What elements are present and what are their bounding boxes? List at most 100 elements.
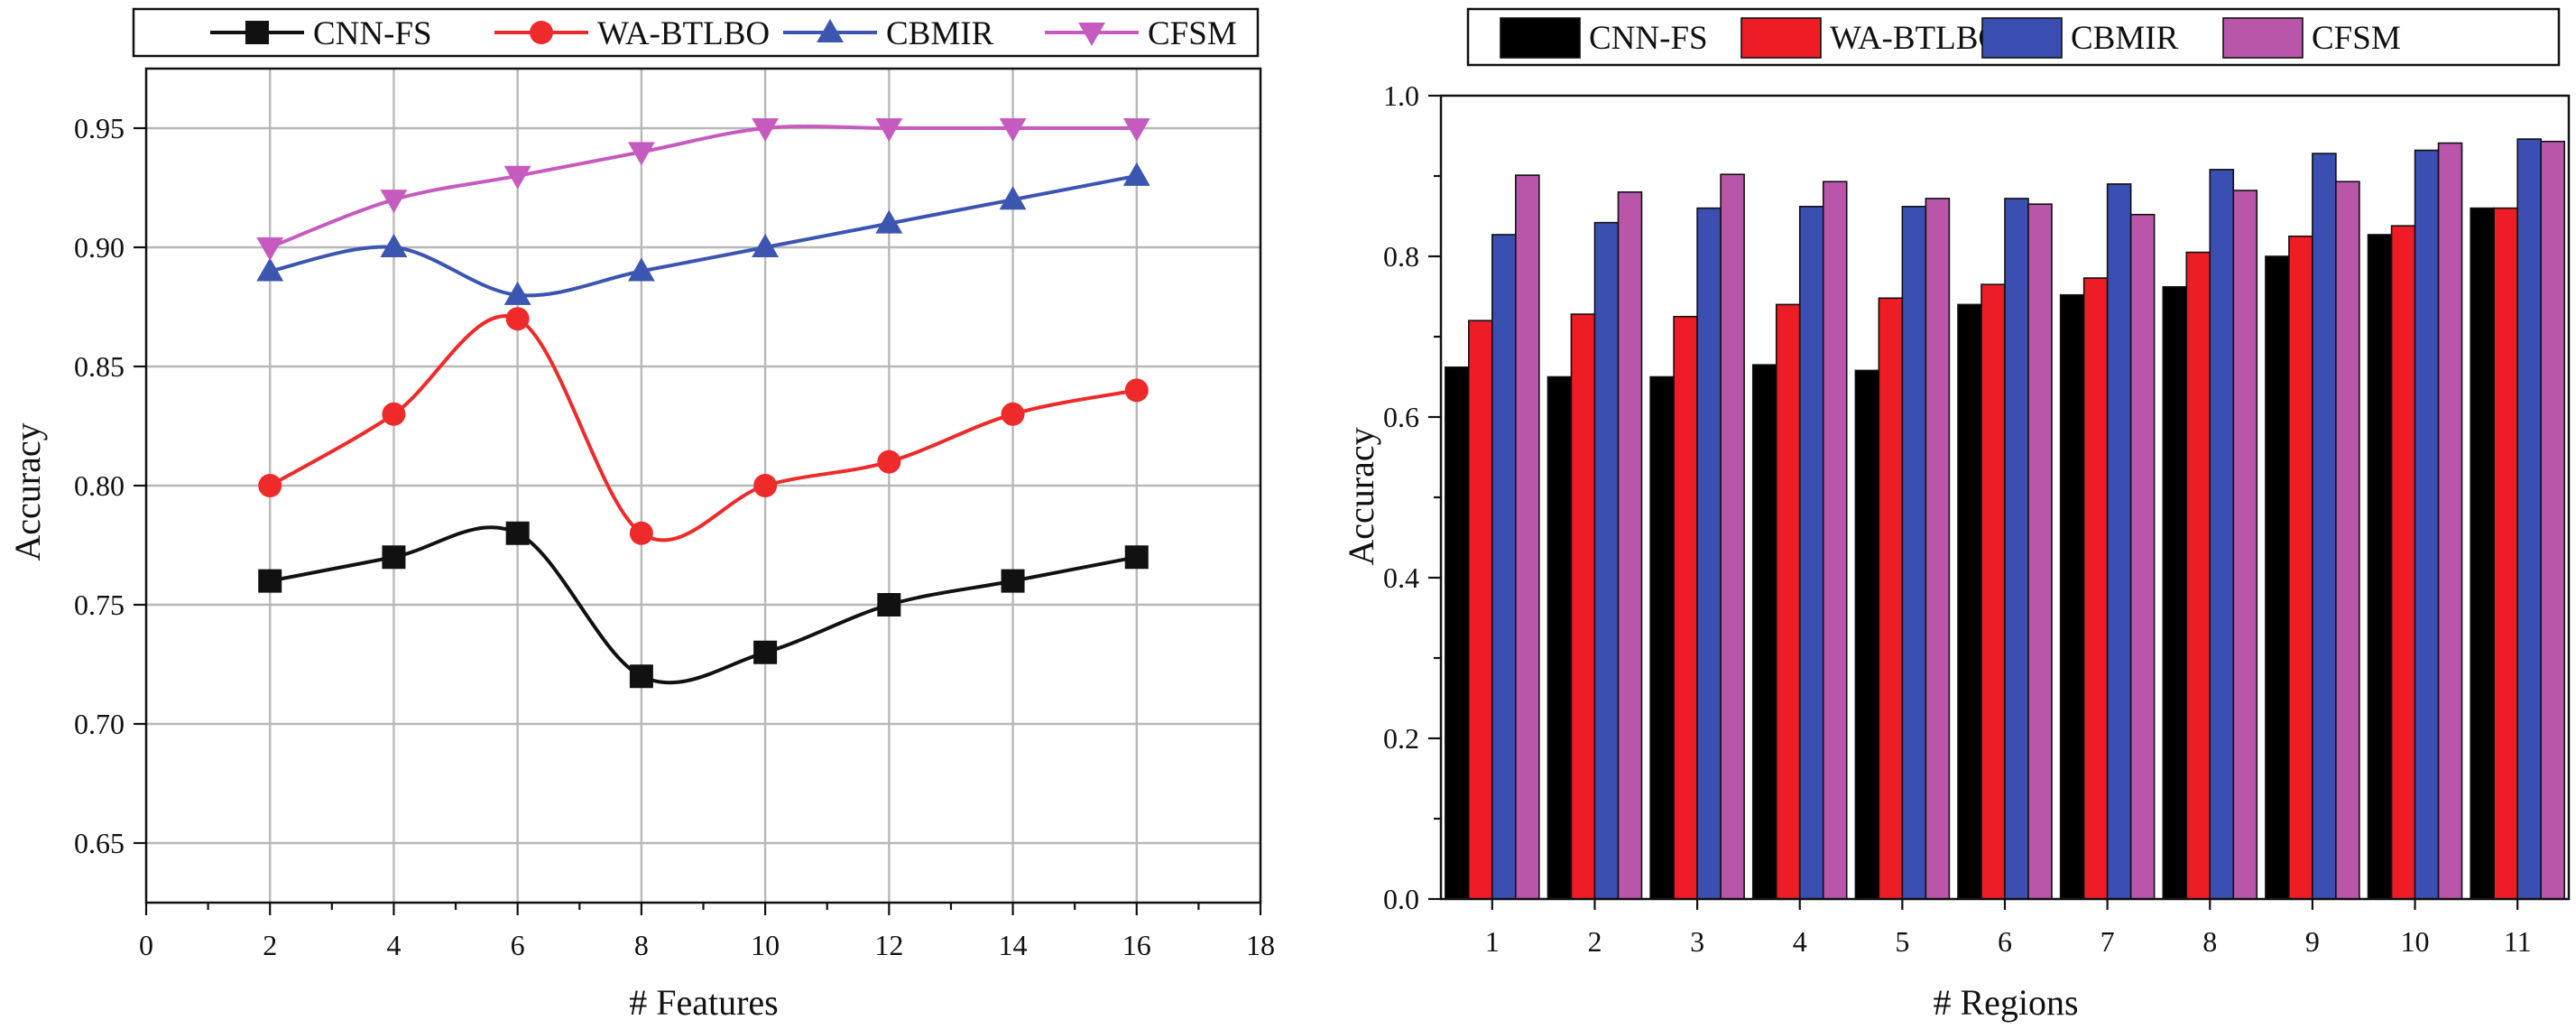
bar-wa-btlbo-10: [2390, 225, 2416, 900]
bar-chart-x-tick-label: 7: [2101, 925, 2115, 958]
data-point-cfsm: [627, 142, 655, 166]
data-point-cnn-fs: [629, 664, 653, 689]
line-chart-x-axis-title: # Features: [629, 982, 779, 1023]
line-chart-x-tick-label: 8: [634, 929, 649, 961]
line-chart-x-tick-label: 6: [511, 929, 525, 961]
bar-cbmir-5: [1901, 206, 1927, 900]
bar-cfsm-1: [1515, 174, 1540, 900]
line-chart-y-tick-label: 0.65: [74, 827, 125, 859]
line-chart-legend-box: [132, 7, 1260, 58]
bar-cnn-fs-4: [1751, 364, 1777, 900]
line-chart-y-tick-label: 0.85: [74, 350, 125, 383]
bar-cnn-fs-8: [2162, 286, 2188, 900]
bar-wa-btlbo-5: [1878, 297, 1904, 900]
legend-label-cnn-fs: CNN-FS: [313, 15, 432, 52]
data-point-cfsm: [752, 117, 780, 142]
bar-cnn-fs-2: [1547, 375, 1573, 900]
legend-label-cnn-fs: CNN-FS: [1589, 20, 1708, 57]
bar-wa-btlbo-6: [1980, 283, 2006, 900]
bar-chart-x-tick-label: 9: [2305, 925, 2320, 958]
data-point-cnn-fs: [877, 593, 901, 616]
data-point-cbmir: [503, 281, 531, 305]
bar-chart-y-tick-label: 0.6: [1383, 401, 1419, 433]
bar-cnn-fs-5: [1854, 369, 1880, 900]
data-point-cfsm: [380, 190, 408, 214]
bar-chart-x-axis-title: # Regions: [1933, 982, 2078, 1023]
data-point-wa-btlbo: [629, 521, 653, 545]
bar-chart-y-tick-label: 0.8: [1383, 240, 1419, 273]
legend-swatch-wa-btlbo: [1740, 17, 1822, 59]
legend-swatch-cbmir: [1981, 17, 2063, 59]
bar-chart-x-tick-label: 5: [1895, 925, 1909, 958]
bar-wa-btlbo-9: [2288, 235, 2313, 900]
bar-cnn-fs-3: [1649, 375, 1675, 900]
bar-wa-btlbo-8: [2185, 251, 2211, 900]
line-chart-legend: CNN-FS WA-BTLBO CBMIR CFSM: [210, 15, 1237, 52]
data-point-cfsm: [999, 117, 1027, 142]
line-chart-series: [256, 117, 1150, 689]
bar-chart-y-tick-label: 0.0: [1383, 883, 1419, 915]
bar-chart-x-tick-label: 4: [1793, 925, 1807, 958]
bar-chart-bars: [1445, 138, 2565, 900]
bar-chart-x-tick-label: 10: [2401, 925, 2430, 958]
line-series-cnn-fs: [269, 525, 1138, 685]
legend-marker-cfsm: [1078, 22, 1105, 46]
line-chart-y-tick-label: 0.70: [74, 708, 125, 740]
bar-chart-ticks: 1 2 3 4 5 6 7 8 9 10 11 0.0 0.2 0.4 0.6 0.8 1.0: [1383, 79, 2532, 958]
bar-cfsm-8: [2232, 190, 2258, 900]
data-point-cbmir: [627, 257, 655, 282]
line-chart-y-tick-label: 0.80: [74, 469, 125, 502]
legend-swatch-cnn-fs: [1500, 17, 1581, 59]
line-chart-x-tick-label: 4: [386, 929, 401, 961]
bar-chart-y-tick-label: 0.2: [1383, 722, 1419, 755]
line-series-cbmir: [269, 173, 1138, 298]
data-point-cfsm: [256, 236, 284, 261]
bar-cfsm-3: [1720, 173, 1745, 900]
legend-label-wa-btlbo: WA-BTLBO: [597, 15, 770, 52]
data-point-cnn-fs: [1124, 545, 1149, 570]
bar-cnn-fs-10: [2367, 234, 2393, 900]
data-point-cbmir: [752, 234, 780, 258]
line-chart-x-tick-label: 16: [1122, 929, 1151, 961]
bar-cbmir-1: [1491, 234, 1517, 900]
bar-cbmir-6: [2004, 198, 2029, 900]
data-point-cbmir: [380, 234, 408, 258]
line-chart-x-tick-label: 0: [139, 929, 153, 961]
data-point-cnn-fs: [382, 545, 406, 570]
data-point-cfsm: [875, 117, 903, 142]
legend-marker-wa-btlbo: [530, 21, 553, 44]
data-point-cbmir: [999, 186, 1027, 210]
bar-cfsm-11: [2540, 140, 2565, 900]
legend-label-cbmir: CBMIR: [2071, 20, 2179, 57]
line-chart-x-tick-label: 10: [751, 929, 780, 961]
bar-cfsm-10: [2437, 142, 2463, 900]
bar-wa-btlbo-3: [1673, 315, 1698, 900]
bar-chart-x-tick-label: 2: [1587, 925, 1602, 958]
legend-label-wa-btlbo: WA-BTLBO: [1830, 20, 2002, 57]
bar-chart-y-axis-title: Accuracy: [1341, 427, 1381, 565]
data-point-wa-btlbo: [1001, 402, 1025, 426]
legend-label-cfsm: CFSM: [1148, 15, 1237, 52]
bar-cbmir-4: [1798, 206, 1824, 900]
data-point-wa-btlbo: [753, 474, 778, 497]
data-point-cfsm: [503, 165, 531, 190]
data-point-wa-btlbo: [505, 307, 530, 331]
bar-cbmir-3: [1696, 207, 1722, 900]
data-point-cnn-fs: [505, 521, 530, 545]
bar-cbmir-8: [2209, 169, 2235, 900]
line-chart-y-tick-label: 0.75: [74, 589, 125, 621]
bar-wa-btlbo-11: [2493, 207, 2518, 900]
legend-label-cbmir: CBMIR: [886, 15, 994, 52]
bar-chart: 1 2 3 4 5 6 7 8 9 10 11 0.0 0.2 0.4 0.6 0.8 1.0 # Region…: [1341, 7, 2571, 1023]
bar-cfsm-4: [1822, 181, 1848, 900]
bar-chart-x-tick-label: 6: [1998, 925, 2012, 958]
line-chart-x-tick-label: 12: [874, 929, 903, 961]
line-chart: 0 2 4 6 8 10 12 14 16 18 0.65 0.70 0.75 0.80 0.85 0.90 0…: [7, 7, 1275, 1023]
bar-wa-btlbo-4: [1775, 303, 1801, 900]
bar-chart-legend-box: [1466, 7, 2561, 67]
data-point-cbmir: [875, 209, 903, 234]
line-chart-y-axis-title: Accuracy: [7, 422, 48, 561]
bar-cbmir-11: [2516, 138, 2542, 900]
line-chart-grid: [146, 69, 1260, 903]
